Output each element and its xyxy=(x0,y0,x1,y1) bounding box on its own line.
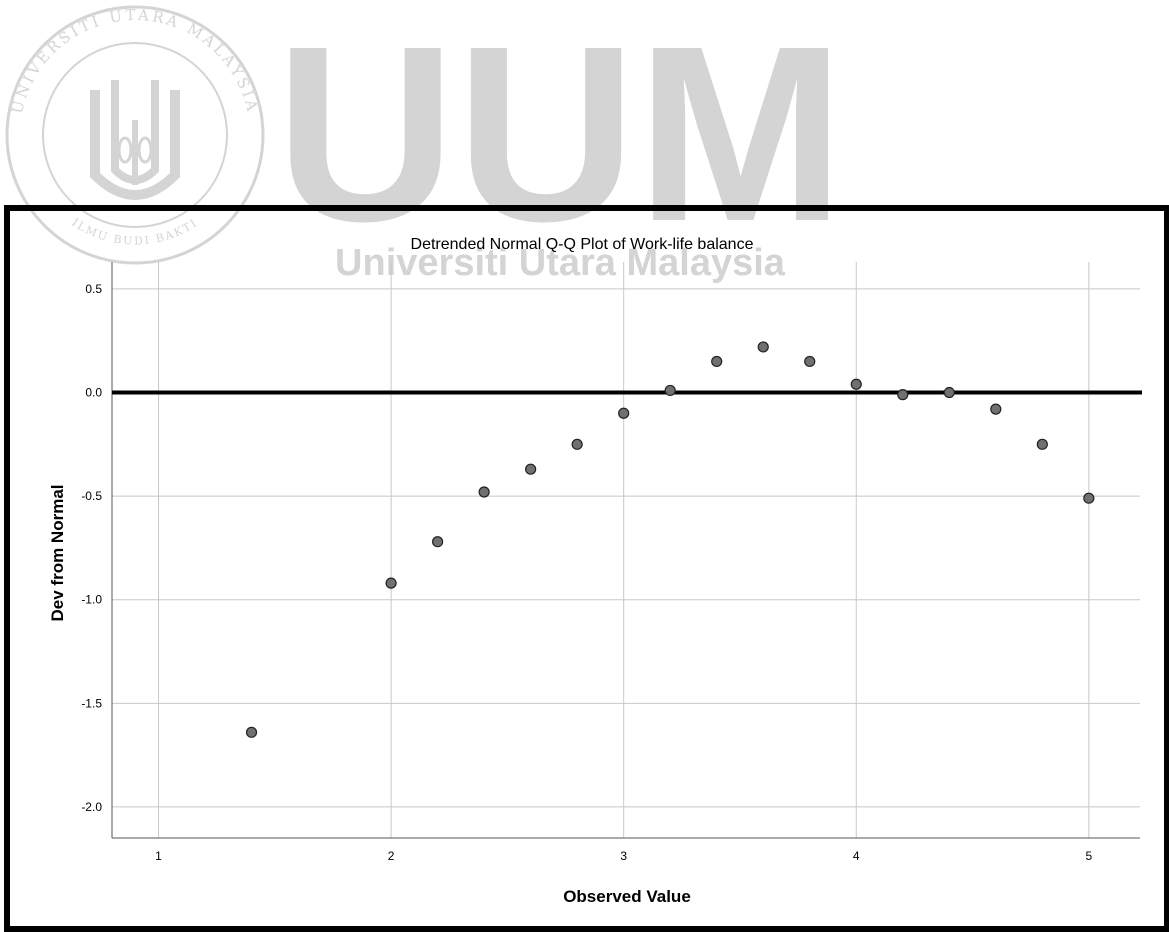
tick-labels: 1 2 3 4 5 0.5 0.0 -0.5 -1.0 -1.5 -2.0 xyxy=(81,282,1092,863)
chart-frame xyxy=(4,205,1169,932)
data-point-8 xyxy=(711,355,723,368)
data-point-13 xyxy=(943,386,955,399)
data-point-16 xyxy=(1083,492,1095,504)
uum-watermark: UNIVERSITI UTARA MALAYSIA ILMU BUDI BAKT… xyxy=(5,0,845,284)
data-point-5 xyxy=(571,438,583,450)
data-point-9 xyxy=(757,341,769,353)
uum-seal xyxy=(5,5,265,265)
data-point-7 xyxy=(664,384,676,397)
x-tick-label-0: 1 xyxy=(155,849,162,863)
y-tick-label-1: 0.0 xyxy=(85,386,102,400)
watermark-big-text: UUM xyxy=(275,0,844,273)
x-tick-label-3: 4 xyxy=(853,849,860,863)
y-tick-label-5: -2.0 xyxy=(81,800,102,814)
data-point-2 xyxy=(432,536,444,548)
x-axis-label: Observed Value xyxy=(563,887,691,906)
data-point-11 xyxy=(850,378,862,390)
x-tick-label-2: 3 xyxy=(620,849,627,863)
data-points xyxy=(245,341,1095,738)
data-point-3 xyxy=(478,486,490,498)
data-point-12 xyxy=(897,389,909,401)
data-point-14 xyxy=(990,403,1002,415)
watermark-sub-text: Universiti Utara Malaysia xyxy=(335,242,786,284)
axes xyxy=(111,262,1140,839)
y-tick-label-3: -1.0 xyxy=(81,593,102,607)
data-point-0 xyxy=(245,726,258,738)
x-tick-label-1: 2 xyxy=(388,849,395,863)
chart-title: Detrended Normal Q-Q Plot of Work-life b… xyxy=(411,236,754,253)
data-point-1 xyxy=(385,577,397,589)
data-point-10 xyxy=(804,355,816,368)
grid xyxy=(112,262,1140,838)
x-tick-label-4: 5 xyxy=(1085,849,1092,863)
data-point-6 xyxy=(618,407,630,419)
y-axis-label: Dev from Normal xyxy=(48,485,67,622)
data-point-15 xyxy=(1036,438,1048,450)
data-point-4 xyxy=(525,463,537,475)
y-tick-label-0: 0.5 xyxy=(85,282,102,296)
y-tick-label-2: -0.5 xyxy=(81,489,102,503)
y-tick-label-4: -1.5 xyxy=(81,696,102,710)
